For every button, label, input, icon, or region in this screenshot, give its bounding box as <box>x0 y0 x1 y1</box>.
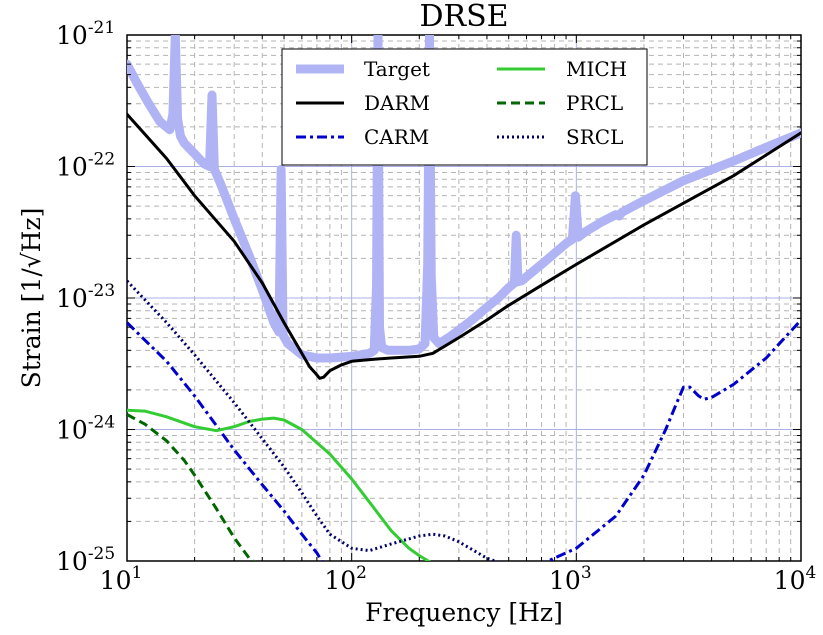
legend: Target DARM CARM MICH PRCL SRCL <box>281 48 648 166</box>
x-tick-label: 102 <box>324 563 367 595</box>
y-tick-labels: 10-25 10-24 10-23 10-22 10-21 <box>56 18 115 576</box>
y-tick-label: 10-21 <box>56 18 115 50</box>
y-axis-label: Strain [1/√Hz] <box>17 208 46 389</box>
series-line-darm <box>127 112 801 380</box>
legend-label-carm: CARM <box>364 125 429 149</box>
series-line-prcl <box>127 413 256 561</box>
legend-label-darm: DARM <box>364 91 430 115</box>
series-layer <box>127 35 801 561</box>
legend-label-prcl: PRCL <box>566 91 623 115</box>
chart-title: DRSE <box>419 0 508 34</box>
y-tick-label: 10-24 <box>56 413 115 445</box>
x-tick-label: 104 <box>774 563 817 595</box>
series-line-target <box>127 35 801 363</box>
y-tick-label: 10-22 <box>56 150 115 182</box>
legend-label-mich: MICH <box>566 57 627 81</box>
legend-label-srcl: SRCL <box>566 125 623 149</box>
series-line-carm <box>127 318 801 561</box>
x-tick-label: 103 <box>549 563 592 595</box>
series-line-srcl <box>127 279 501 561</box>
x-axis-label: Frequency [Hz] <box>365 598 563 627</box>
y-tick-label: 10-25 <box>56 544 115 576</box>
y-tick-label: 10-23 <box>56 281 115 313</box>
series-line-mich <box>127 408 432 561</box>
legend-label-target: Target <box>364 57 430 81</box>
ticks <box>127 35 801 561</box>
grid <box>127 35 801 561</box>
x-tick-labels: 101 102 103 104 <box>100 563 817 595</box>
x-tick-label: 101 <box>100 563 143 595</box>
